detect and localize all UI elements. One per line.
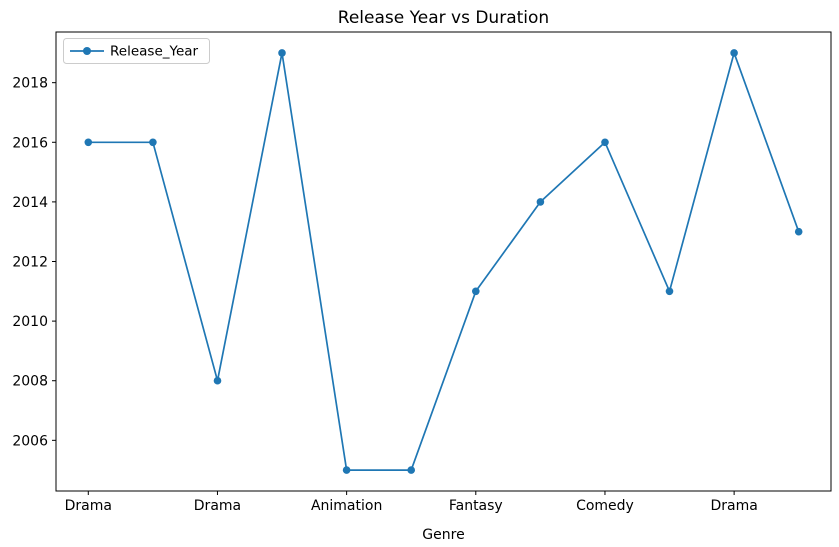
legend-box — [63, 38, 210, 64]
series-layer — [84, 49, 803, 474]
x-tick-label: Drama — [65, 498, 112, 514]
chart-title: Release Year vs Duration — [338, 8, 549, 28]
legend: Release_Year — [63, 38, 210, 64]
y-tick-label: 2018 — [12, 76, 48, 92]
data-point — [794, 227, 803, 236]
data-point — [730, 49, 738, 57]
x-tick-label: Fantasy — [449, 498, 503, 514]
x-axis-label: Genre — [422, 527, 464, 543]
data-point — [536, 198, 545, 206]
legend-marker-icon — [83, 47, 91, 55]
data-point — [665, 287, 674, 296]
y-tick-label: 2010 — [12, 314, 48, 330]
y-tick-label: 2014 — [12, 195, 48, 211]
data-point — [149, 138, 157, 147]
y-tick-label: 2016 — [12, 135, 48, 151]
y-tick-label: 2008 — [12, 374, 48, 390]
x-tick-label: Drama — [194, 498, 241, 514]
y-tick-label: 2012 — [12, 255, 48, 271]
ticks-layer: 2006 2008 2010 2012 2014 2016 2018 Drama Drama An… — [12, 76, 757, 514]
data-point — [213, 376, 222, 385]
data-point — [472, 287, 480, 296]
data-point — [278, 49, 286, 57]
x-tick-label: Drama — [710, 498, 757, 514]
data-point — [407, 466, 416, 474]
data-point — [84, 138, 93, 147]
plot-border — [55, 31, 832, 492]
x-tick-label: Animation — [311, 498, 382, 514]
legend-label: Release_Year — [110, 44, 199, 60]
data-point — [342, 466, 351, 474]
x-tick-label: Comedy — [576, 498, 634, 514]
data-point — [601, 138, 609, 147]
line-series-release_year — [87, 52, 800, 471]
y-tick-label: 2006 — [12, 433, 48, 449]
